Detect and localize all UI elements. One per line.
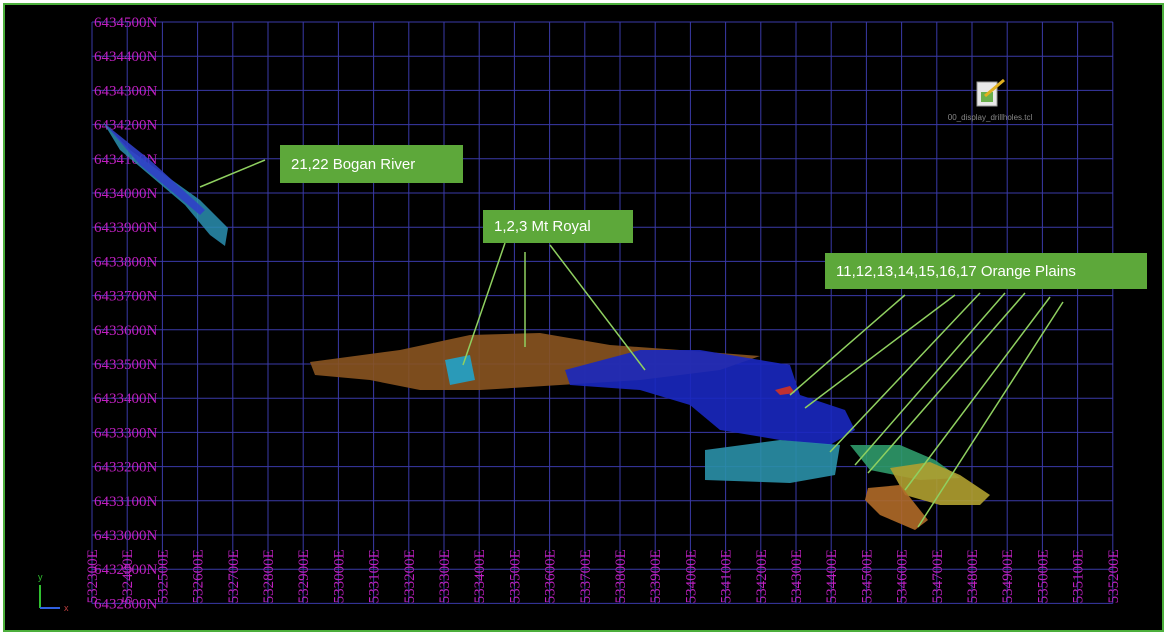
- easting-label: 532800E: [261, 549, 277, 603]
- northing-label: 6434400N: [94, 49, 158, 65]
- easting-label: 535200E: [1106, 549, 1122, 603]
- easting-label: 533400E: [472, 549, 488, 603]
- easting-label: 535000E: [1035, 549, 1051, 603]
- easting-label: 532500E: [155, 549, 171, 603]
- easting-label: 533500E: [507, 549, 523, 603]
- easting-label: 535100E: [1071, 549, 1087, 603]
- northing-label: 6433700N: [94, 289, 158, 305]
- annotation: 11,12,13,14,15,16,17 Orange Plains: [836, 263, 1076, 280]
- icon-label[interactable]: 00_display_drillholes.tcl: [948, 113, 1033, 122]
- ore-body: [565, 350, 855, 445]
- annotation-box: [825, 253, 1147, 289]
- easting-label: 534900E: [1000, 549, 1016, 603]
- script-icon[interactable]: 00_display_drillholes.tcl: [948, 78, 1033, 122]
- northing-label: 6432800N: [94, 596, 158, 612]
- ore-body: [890, 462, 990, 505]
- ore-bodies: [103, 122, 990, 530]
- easting-label: 532700E: [226, 549, 242, 603]
- easting-label: 533000E: [331, 549, 347, 603]
- leader-line: [829, 292, 981, 453]
- leader-line: [462, 242, 506, 366]
- leader-line: [854, 292, 1006, 466]
- annotation: 1,2,3 Mt Royal: [494, 218, 591, 235]
- annotation: 21,22 Bogan River: [291, 156, 415, 173]
- northing-label: 6433200N: [94, 460, 158, 476]
- northing-label: 6433500N: [94, 357, 158, 373]
- grid: 6434500N6434400N6434300N6434200N6434100N…: [85, 15, 1122, 612]
- easting-label: 532300E: [85, 549, 101, 603]
- easting-label: 534100E: [719, 549, 735, 603]
- easting-label: 534500E: [859, 549, 875, 603]
- triad-label: y: [38, 572, 43, 582]
- easting-label: 533800E: [613, 549, 629, 603]
- northing-label: 6433800N: [94, 254, 158, 270]
- northing-label: 6433300N: [94, 425, 158, 441]
- northing-label: 6433000N: [94, 528, 158, 544]
- ore-body: [865, 485, 928, 530]
- easting-label: 532400E: [120, 549, 136, 603]
- northing-label: 6432900N: [94, 562, 158, 578]
- leader-lines: [199, 159, 1064, 528]
- northing-label: 6434200N: [94, 118, 158, 134]
- easting-label: 533300E: [437, 549, 453, 603]
- easting-label: 533700E: [578, 549, 594, 603]
- icon-detail: [981, 92, 993, 102]
- easting-label: 534600E: [895, 549, 911, 603]
- leader-line: [867, 292, 1026, 474]
- icon-detail: [984, 78, 1005, 98]
- easting-label: 534000E: [683, 549, 699, 603]
- easting-label: 534300E: [789, 549, 805, 603]
- annotation-box: [280, 145, 463, 183]
- axis-triad: y x: [38, 572, 69, 613]
- easting-label: 534400E: [824, 549, 840, 603]
- leader-line: [904, 296, 1051, 491]
- ore-body: [105, 124, 205, 215]
- leader-line: [789, 294, 906, 396]
- easting-label: 534800E: [965, 549, 981, 603]
- ore-body: [775, 386, 795, 395]
- easting-label: 533200E: [402, 549, 418, 603]
- easting-label: 533100E: [367, 549, 383, 603]
- ore-body: [705, 440, 840, 483]
- easting-label: 532600E: [191, 549, 207, 603]
- northing-label: 6433100N: [94, 494, 158, 510]
- northing-label: 6434000N: [94, 186, 158, 202]
- easting-label: 533900E: [648, 549, 664, 603]
- easting-label: 534700E: [930, 549, 946, 603]
- northing-label: 6434300N: [94, 83, 158, 99]
- northing-label: 6433600N: [94, 323, 158, 339]
- easting-label: 533600E: [543, 549, 559, 603]
- northing-label: 6433900N: [94, 220, 158, 236]
- leader-line: [804, 294, 956, 409]
- leader-line: [917, 301, 1064, 528]
- triad-label: x: [64, 603, 69, 613]
- easting-label: 534200E: [754, 549, 770, 603]
- leader-line: [549, 244, 646, 371]
- northing-label: 6434500N: [94, 15, 158, 31]
- easting-label: 532900E: [296, 549, 312, 603]
- annotation-box: [483, 210, 633, 243]
- ore-body: [445, 355, 475, 385]
- leader-line: [199, 159, 266, 188]
- northing-label: 6433400N: [94, 391, 158, 407]
